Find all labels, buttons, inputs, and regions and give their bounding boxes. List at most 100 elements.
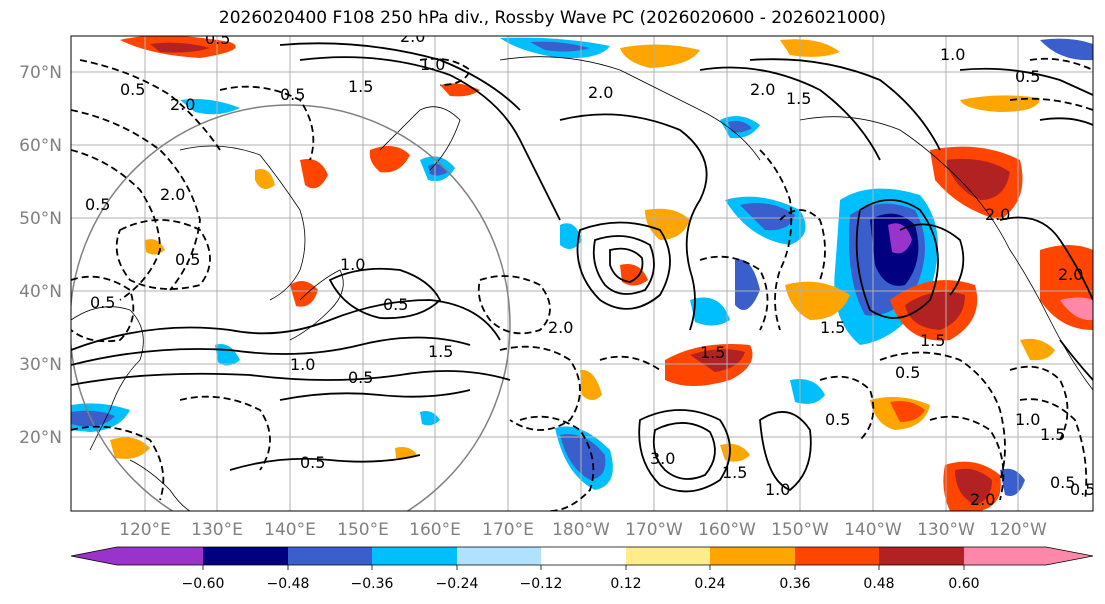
colorbar-tick-label: 0.36 <box>779 576 810 592</box>
contour-label: 1.0 <box>940 45 965 64</box>
colorbar-extend-max <box>1046 547 1093 565</box>
contour-label: 1.0 <box>1015 410 1040 429</box>
contour-label: 1.0 <box>420 55 445 74</box>
anomaly-patch <box>740 202 795 231</box>
lon-label: 120°E <box>119 520 171 540</box>
lon-label: 160°E <box>409 520 461 540</box>
colorbar-segment <box>795 547 879 565</box>
contour-label: 0.5 <box>205 29 230 48</box>
distance-circle <box>71 104 511 511</box>
anomaly-patch <box>580 369 602 400</box>
colorbar-segment <box>457 547 541 565</box>
anomaly-patch <box>735 259 760 310</box>
contour-label: 0.5 <box>90 293 115 312</box>
page-title: 2026020400 F108 250 hPa div., Rossby Wav… <box>218 8 887 28</box>
colorbar-tick-label: −0.36 <box>351 576 394 592</box>
lon-label: 180°W <box>552 520 610 540</box>
contour-label: 1.5 <box>428 342 453 361</box>
contour-label: 0.5 <box>280 85 305 104</box>
anomaly-patch <box>369 146 410 173</box>
colorbar-tick-label: 0.48 <box>863 576 894 592</box>
anomaly-patch <box>645 208 690 240</box>
lon-label: 140°E <box>264 520 316 540</box>
map-frame <box>70 35 1094 512</box>
anomaly-patch <box>690 349 745 372</box>
lon-label: 170°W <box>625 520 683 540</box>
colorbar: −0.60 −0.48 −0.36 −0.24 −0.12 0.12 0.24 … <box>70 546 1094 592</box>
contour-label: 2.0 <box>160 185 185 204</box>
contour-label: 2.0 <box>750 80 775 99</box>
colorbar-segment <box>626 547 710 565</box>
colorbar-tick-label: −0.60 <box>182 576 225 592</box>
anomaly-patch <box>620 44 700 68</box>
colorbar-segment <box>964 547 1046 565</box>
anomaly-patch <box>888 223 912 254</box>
lon-label: 150°W <box>771 520 829 540</box>
contour-labels: 0.5 2.0 2.0 1.5 2.0 1.0 0.5 0.5 2.0 0.5 … <box>85 29 1095 509</box>
anomaly-patch <box>150 42 210 53</box>
contour-label: 0.5 <box>175 250 200 269</box>
contour-label: 2.0 <box>970 490 995 509</box>
lat-label: 50°N <box>19 209 62 229</box>
contour-label: 1.5 <box>348 77 373 96</box>
colorbar-segment <box>372 547 457 565</box>
lat-label: 60°N <box>19 136 62 156</box>
anomaly-patch <box>960 95 1040 112</box>
lon-label: 130°W <box>917 520 975 540</box>
contour-label: 0.5 <box>300 453 325 472</box>
contour-label: 1.5 <box>920 331 945 350</box>
anomaly-patch <box>780 39 840 57</box>
colorbar-segment <box>541 547 626 565</box>
contour-label: 0.5 <box>1070 480 1095 499</box>
lat-label: 70°N <box>19 63 62 83</box>
anomaly-patch <box>728 120 752 133</box>
lat-label: 40°N <box>19 282 62 302</box>
colorbar-tick-label: −0.24 <box>436 576 479 592</box>
anomaly-patch <box>255 169 275 189</box>
colorbar-segment <box>203 547 288 565</box>
shaded-anomalies <box>71 36 1093 511</box>
anomaly-patch <box>395 447 418 459</box>
lon-label: 160°W <box>698 520 756 540</box>
contour-label: 3.0 <box>650 449 675 468</box>
contour-label: 0.5 <box>1050 473 1075 492</box>
anomaly-patch <box>955 468 992 505</box>
lon-label: 120°W <box>989 520 1047 540</box>
colorbar-outline <box>70 546 1094 566</box>
contour-label: 1.5 <box>820 318 845 337</box>
anomaly-patch <box>1040 38 1093 61</box>
anomaly-patch <box>790 379 825 404</box>
contour-label: 1.0 <box>290 355 315 374</box>
contour-label: 2.0 <box>985 205 1010 224</box>
anomaly-patch <box>905 291 965 330</box>
dashed-contours <box>71 57 1093 511</box>
contour-label: 0.5 <box>348 368 373 387</box>
contour-label: 1.5 <box>786 89 811 108</box>
contour-label: 0.5 <box>383 295 408 314</box>
contour-label: 2.0 <box>170 95 195 114</box>
contour-label: 0.5 <box>85 195 110 214</box>
contour-label: 1.5 <box>1040 425 1065 444</box>
colorbar-segment <box>710 547 795 565</box>
colorbar-tick-label: 0.12 <box>610 576 641 592</box>
contour-label: 0.5 <box>1015 67 1040 86</box>
longitude-axis: 120°E 130°E 140°E 150°E 160°E 170°E 180°… <box>119 520 1047 540</box>
colorbar-segment <box>879 547 964 565</box>
coastlines <box>71 56 1093 511</box>
lon-label: 170°E <box>482 520 534 540</box>
anomaly-patch <box>1000 468 1025 496</box>
contour-label: 0.5 <box>825 410 850 429</box>
contour-label: 2.0 <box>1058 265 1083 284</box>
contour-label: 1.0 <box>765 480 790 499</box>
colorbar-tick-label: 0.60 <box>948 576 979 592</box>
contour-label: 2.0 <box>548 318 573 337</box>
colorbar-tick-label: −0.48 <box>267 576 310 592</box>
contour-label: 1.5 <box>722 463 747 482</box>
anomaly-patch <box>690 297 730 326</box>
colorbar-extend-min <box>71 547 117 565</box>
anomaly-patch <box>290 281 318 307</box>
contour-label: 2.0 <box>588 83 613 102</box>
anomaly-patch <box>1060 297 1093 321</box>
anomaly-patch <box>890 401 925 422</box>
